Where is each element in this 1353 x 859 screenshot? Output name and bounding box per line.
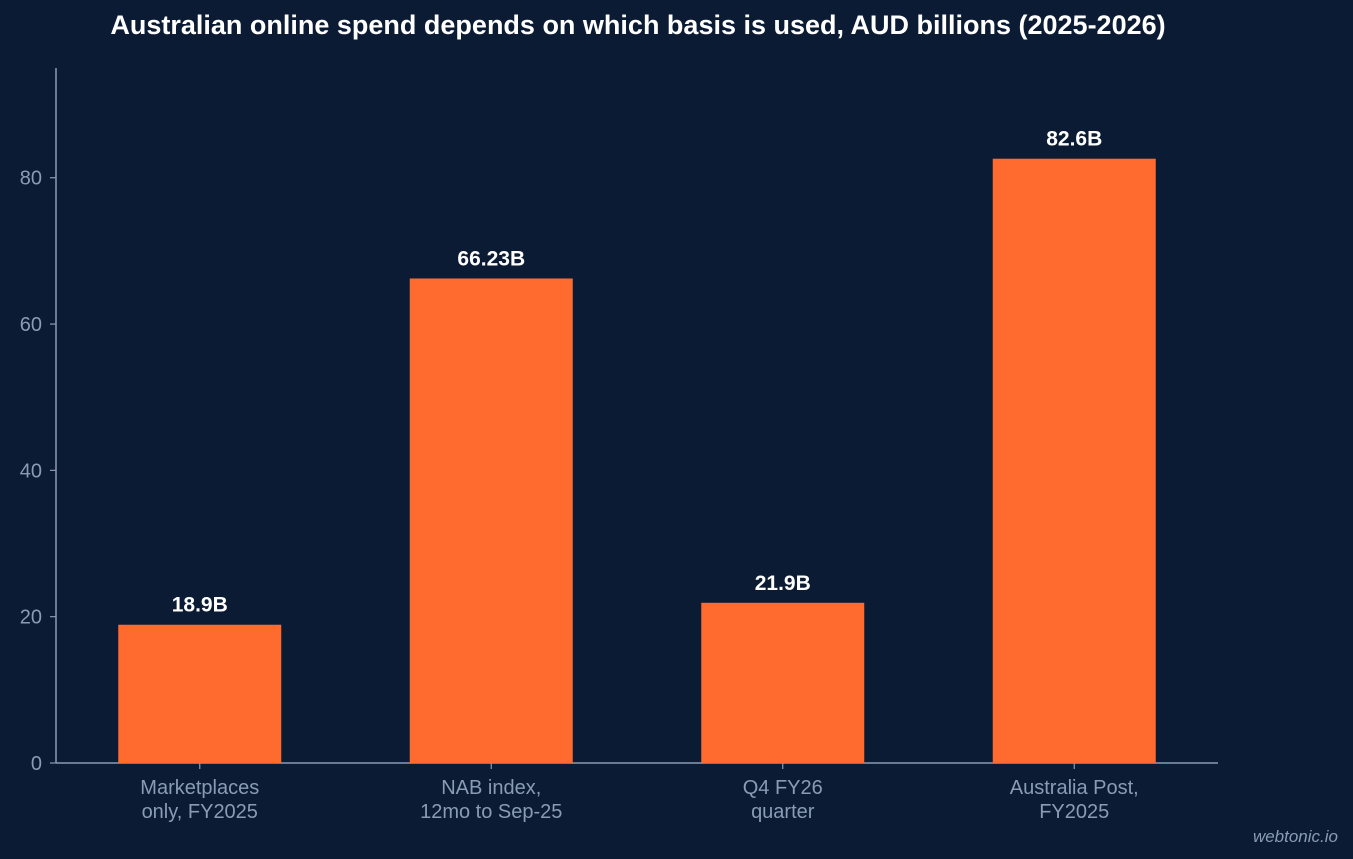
- chart-title: Australian online spend depends on which…: [110, 10, 1166, 40]
- bar-data-label: 66.23B: [457, 247, 525, 270]
- x-tick-label: Marketplaces: [140, 777, 259, 799]
- x-tick-label: FY2025: [1039, 801, 1109, 823]
- bar-data-label: 82.6B: [1046, 128, 1102, 151]
- watermark: webtonic.io: [1252, 827, 1338, 846]
- bar: [701, 602, 865, 763]
- x-tick-label: NAB index,: [441, 777, 541, 799]
- bar: [992, 158, 1156, 763]
- bar-data-label: 18.9B: [172, 594, 228, 617]
- x-tick-label: Q4 FY26: [743, 777, 823, 799]
- x-tick-label: quarter: [751, 801, 815, 823]
- x-tick-label: only, FY2025: [142, 801, 258, 823]
- bar: [409, 278, 573, 763]
- x-tick-label: 12mo to Sep-25: [420, 801, 562, 823]
- bar: [118, 624, 282, 763]
- bars: [118, 158, 1156, 763]
- y-tick-label: 60: [20, 314, 42, 336]
- y-tick-label: 0: [31, 753, 42, 775]
- x-tick-label: Australia Post,: [1010, 777, 1139, 799]
- y-tick-label: 20: [20, 607, 42, 629]
- y-tick-label: 80: [20, 168, 42, 190]
- bar-data-label: 21.9B: [755, 572, 811, 595]
- y-tick-label: 40: [20, 460, 42, 482]
